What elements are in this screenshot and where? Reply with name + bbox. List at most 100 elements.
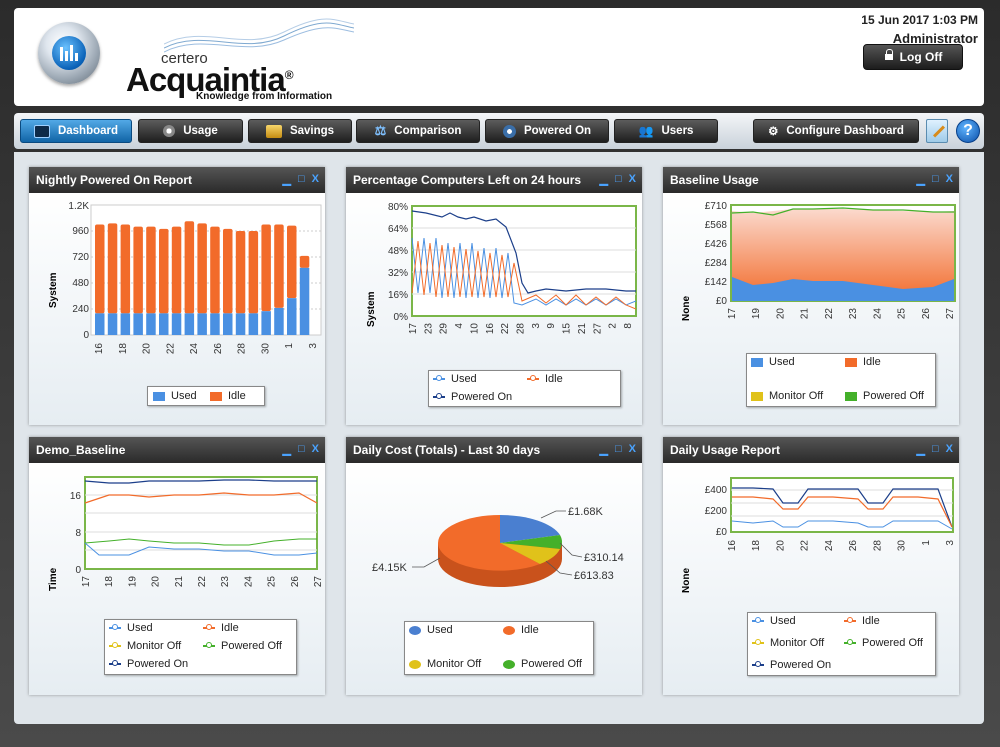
x-tick-label: 22 — [800, 540, 811, 552]
close-icon[interactable]: X — [628, 443, 636, 455]
minimize-icon[interactable]: ▁ — [599, 444, 608, 456]
maximize-icon[interactable]: □ — [932, 173, 939, 185]
clock-icon — [163, 125, 176, 137]
brand-small: certero — [161, 50, 208, 67]
x-tick-label: 18 — [751, 540, 762, 552]
bar-idle — [95, 224, 105, 314]
bar-idle — [287, 225, 297, 299]
bar-used — [159, 313, 169, 335]
close-icon[interactable]: X — [628, 173, 636, 185]
svg-text:80%: 80% — [388, 202, 408, 213]
svg-text:0: 0 — [83, 330, 89, 341]
bar-idle — [261, 224, 271, 312]
svg-text:48%: 48% — [388, 246, 408, 257]
help-button[interactable]: ? — [956, 119, 980, 143]
x-tick-label: 16 — [94, 343, 105, 355]
nav-dashboard[interactable]: Dashboard — [20, 119, 132, 143]
x-tick-label: 8 — [623, 323, 634, 329]
x-tick-label: 26 — [848, 540, 859, 552]
chart-legend: Used Idle Monitor Off Powered Off Powere… — [104, 619, 297, 675]
maximize-icon[interactable]: □ — [298, 173, 305, 185]
panel-title: Baseline Usage ▁ □ X — [663, 167, 959, 193]
bar-used — [107, 313, 118, 335]
bar-idle — [235, 231, 246, 314]
bar-used — [274, 307, 284, 335]
bar-idle — [210, 226, 220, 314]
scales-icon: ⚖ — [374, 123, 387, 138]
x-tick-label: 27 — [592, 323, 603, 335]
svg-text:£284: £284 — [705, 258, 728, 269]
panel-baseline-usage: Baseline Usage ▁ □ X £710 £568 £426 £284 £142 £… — [663, 167, 959, 425]
maximize-icon[interactable]: □ — [298, 443, 305, 455]
close-icon[interactable]: X — [945, 173, 953, 185]
configure-dashboard-button[interactable]: ⚙ Configure Dashboard — [753, 119, 919, 143]
x-tick-label: 28 — [516, 323, 527, 335]
edit-notes-button[interactable] — [926, 119, 948, 143]
dashboard-icon — [33, 124, 50, 138]
maximize-icon[interactable]: □ — [615, 443, 622, 455]
bar-used — [146, 313, 156, 335]
x-tick-label: 24 — [872, 308, 883, 320]
chart-legend: Used Idle Powered On — [428, 370, 621, 407]
bar-used — [133, 313, 143, 335]
gear-icon: ⚙ — [768, 126, 779, 138]
maximize-icon[interactable]: □ — [932, 443, 939, 455]
minimize-icon[interactable]: ▁ — [916, 174, 925, 186]
nav-powered-on[interactable]: Powered On — [485, 119, 609, 143]
x-tick-label: 26 — [290, 576, 301, 588]
bar-used — [184, 313, 195, 335]
bar-used — [197, 313, 207, 335]
chart-legend: Used Idle Monitor Off Powered Off — [404, 621, 594, 675]
x-tick-label: 20 — [142, 343, 153, 355]
x-tick-label: 23 — [220, 576, 231, 588]
nav-savings[interactable]: Savings — [248, 119, 352, 143]
maximize-icon[interactable]: □ — [615, 173, 622, 185]
x-tick-label: 22 — [500, 323, 511, 335]
bar-used — [223, 313, 233, 335]
x-tick-label: 16 — [727, 540, 738, 552]
bar-idle — [120, 224, 131, 314]
line-chart: £400 £200 £0 16 18 20 22 24 26 28 30 1 3 None — [681, 477, 956, 593]
close-icon[interactable]: X — [945, 443, 953, 455]
log-off-button[interactable]: Log Off — [863, 44, 963, 70]
x-tick-label: 28 — [872, 540, 883, 552]
svg-text:32%: 32% — [388, 268, 408, 279]
x-tick-label: 19 — [751, 308, 762, 320]
svg-text:480: 480 — [72, 278, 89, 289]
x-tick-label: 1 — [284, 343, 295, 349]
svg-text:Time: Time — [48, 567, 59, 591]
chart-legend: Used Idle Monitor Off Powered Off — [746, 353, 936, 407]
bar-idle — [184, 221, 195, 314]
pie-chart: £1.68K £310.14 £613.83 £4.15K — [372, 506, 624, 587]
svg-text:960: 960 — [72, 226, 89, 237]
x-tick-label: 24 — [189, 343, 200, 355]
panel-demo-baseline: Demo_Baseline ▁ □ X 16 8 0 17 18 19 20 21 22 23 24 2… — [29, 437, 325, 695]
minimize-icon[interactable]: ▁ — [282, 444, 291, 456]
panel-daily-cost: Daily Cost (Totals) - Last 30 days ▁ □ X £… — [346, 437, 642, 695]
x-tick-label: 17 — [727, 308, 738, 320]
close-icon[interactable]: X — [311, 173, 319, 185]
x-tick-label: 3 — [945, 540, 956, 546]
nav-users[interactable]: 👥 Users — [614, 119, 718, 143]
minimize-icon[interactable]: ▁ — [599, 174, 608, 186]
minimize-icon[interactable]: ▁ — [916, 444, 925, 456]
bar-idle — [274, 224, 284, 308]
x-tick-label: 2 — [608, 323, 619, 329]
minimize-icon[interactable]: ▁ — [282, 174, 291, 186]
svg-text:None: None — [681, 296, 692, 321]
nav-comparison[interactable]: ⚖ Comparison — [356, 119, 480, 143]
svg-text:£710: £710 — [705, 201, 728, 212]
logo-waves — [164, 18, 354, 53]
x-tick-label: 30 — [897, 540, 908, 552]
bar-used — [171, 313, 182, 335]
x-tick-label: 27 — [945, 308, 956, 320]
svg-text:1.2K: 1.2K — [68, 201, 89, 212]
bar-used — [299, 267, 310, 335]
nav-usage[interactable]: Usage — [138, 119, 243, 143]
svg-text:£0: £0 — [716, 527, 728, 538]
bar-used — [95, 313, 105, 335]
svg-text:240: 240 — [72, 304, 89, 315]
close-icon[interactable]: X — [311, 443, 319, 455]
x-tick-label: 19 — [127, 576, 138, 588]
x-tick-label: 24 — [824, 540, 835, 552]
